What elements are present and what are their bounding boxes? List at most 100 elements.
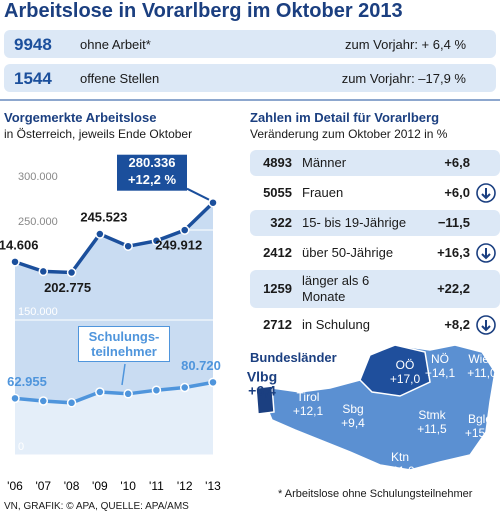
row-change: +8,2 xyxy=(444,317,470,332)
row-label: länger als 6 Monate xyxy=(302,273,370,304)
x-tick-label: '08 xyxy=(64,479,80,493)
region-change: +11,0 xyxy=(385,464,415,478)
trend-arrow xyxy=(481,248,491,260)
region-change: +12,1 xyxy=(293,404,324,418)
row-change: −11,5 xyxy=(437,215,470,230)
region-name: Tirol xyxy=(297,390,320,404)
row-change: +16,3 xyxy=(437,245,470,260)
value-label: 249.912 xyxy=(155,238,202,253)
summary-label: offene Stellen xyxy=(80,71,160,86)
details-title: Zahlen im Detail für Vorarlberg xyxy=(250,110,440,125)
summary-label: ohne Arbeit* xyxy=(80,37,151,52)
row-count: 2712 xyxy=(263,317,292,332)
y-tick-label: 250.000 xyxy=(18,216,58,228)
region-change: +6,4 xyxy=(248,383,276,399)
row-label: 15- bis 19-Jährige xyxy=(302,215,407,230)
summary-box xyxy=(4,30,496,58)
point xyxy=(208,197,218,208)
value-label: 202.775 xyxy=(44,280,91,295)
legend-pointer xyxy=(121,363,126,386)
region-change: +17,0 xyxy=(390,372,421,386)
row-change: +6,8 xyxy=(444,155,470,170)
row-change: +22,2 xyxy=(437,281,470,296)
row-label: in Schulung xyxy=(302,317,370,332)
x-tick-label: '10 xyxy=(120,479,136,493)
x-tick-label: '11 xyxy=(149,479,164,493)
x-tick-label: '07 xyxy=(35,479,51,493)
region-name: Sbg xyxy=(342,402,363,416)
trend-arrow xyxy=(481,320,491,332)
value-label: 214.606 xyxy=(0,237,39,252)
details-subtitle: Veränderung zum Oktober 2012 in % xyxy=(250,127,448,141)
legend-label: Schulungs-teilnehmer xyxy=(78,326,170,362)
summary-box xyxy=(4,64,496,92)
callout-box xyxy=(117,154,187,191)
region-name: NÖ xyxy=(431,352,449,366)
point xyxy=(95,387,105,397)
area xyxy=(15,382,213,455)
row-count: 1259 xyxy=(263,281,292,296)
region-change: +14,1 xyxy=(425,366,456,380)
point xyxy=(10,393,20,404)
footnote: * Arbeitslose ohne Schulungsteilnehmer xyxy=(278,488,473,500)
summary-change: zum Vorjahr: –17,9 % xyxy=(341,71,466,86)
region-name: Vlbg xyxy=(247,369,277,385)
callout-annotation: +12,2 % xyxy=(128,172,177,187)
region-name: OÖ xyxy=(396,358,415,372)
summary-number: 1544 xyxy=(14,69,52,88)
point xyxy=(66,267,77,278)
point xyxy=(38,266,49,277)
x-tick-label: '12 xyxy=(177,479,193,493)
y-tick-label: 300.000 xyxy=(18,171,58,183)
point xyxy=(95,229,105,239)
trend-arrow xyxy=(481,188,491,200)
point xyxy=(151,385,162,395)
chart-subtitle: in Österreich, jeweils Ende Oktober xyxy=(4,127,193,141)
row-count: 322 xyxy=(270,215,292,230)
row-count: 5055 xyxy=(263,185,292,200)
chart-title: Vorgemerkte Arbeitslose xyxy=(4,110,157,125)
row-count: 4893 xyxy=(263,155,292,170)
callout-value: 280.336 xyxy=(129,155,176,170)
row-background xyxy=(250,270,500,308)
point xyxy=(208,377,218,388)
value-label: 245.523 xyxy=(80,209,127,224)
y-tick-label: 0 xyxy=(18,441,24,453)
row-label: Frauen xyxy=(302,185,344,200)
point xyxy=(179,225,190,235)
region-name: Stmk xyxy=(418,408,446,422)
point xyxy=(38,396,49,406)
region-name: Bgld xyxy=(468,412,492,426)
x-tick-label: '09 xyxy=(92,479,108,493)
map-ooe xyxy=(359,344,431,397)
row-background xyxy=(250,150,500,176)
y-tick-label: 150.000 xyxy=(18,306,58,318)
region-change: +11,0 xyxy=(467,366,497,380)
row-label: über 50-Jährige xyxy=(302,245,394,260)
value-label: 80.720 xyxy=(181,358,221,373)
callout-pointer xyxy=(186,187,210,201)
x-tick-label: '06 xyxy=(7,479,23,493)
point xyxy=(151,236,162,246)
map-title: Bundesländer xyxy=(250,350,337,365)
source: VN, GRAFIK: © APA, QUELLE: APA/AMS xyxy=(4,501,189,512)
value-label: 62.955 xyxy=(7,374,47,389)
point xyxy=(10,257,20,267)
x-tick-label: '13 xyxy=(205,479,221,493)
region-change: +15,5 xyxy=(465,426,496,440)
point xyxy=(123,389,133,399)
row-label: Männer xyxy=(302,155,347,170)
region-change: +9,4 xyxy=(341,416,365,430)
summary-change: zum Vorjahr: + 6,4 % xyxy=(344,37,466,52)
row-change: +6,0 xyxy=(444,185,470,200)
map-vlbg xyxy=(255,385,275,415)
region-change: +11,5 xyxy=(417,422,447,436)
point xyxy=(179,382,190,393)
summary-number: 9948 xyxy=(14,35,52,54)
point xyxy=(123,241,133,251)
region-name: Wien xyxy=(468,352,495,366)
point xyxy=(66,398,77,408)
row-count: 2412 xyxy=(263,245,292,260)
row-background xyxy=(250,210,500,236)
